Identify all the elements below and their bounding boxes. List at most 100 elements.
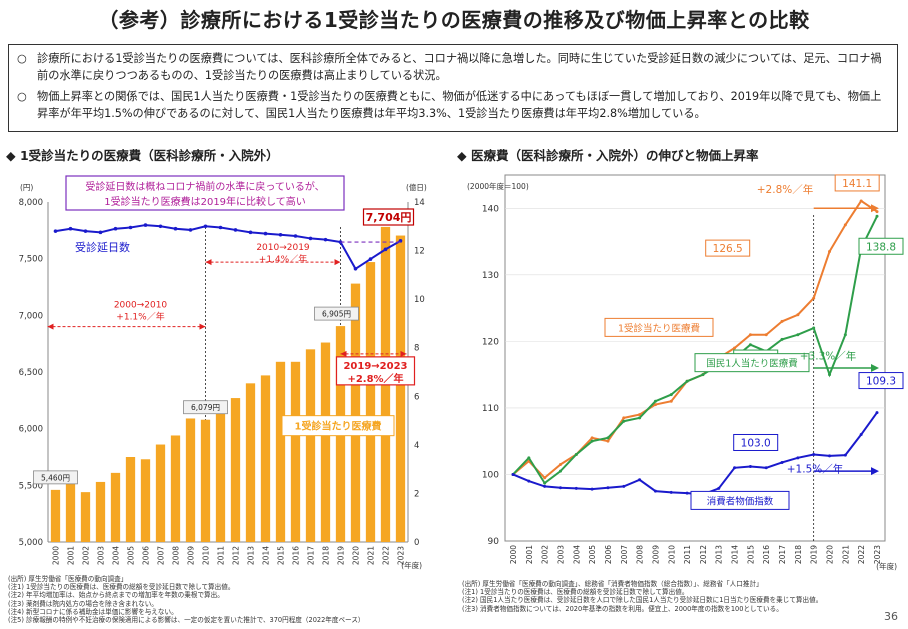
x-tick-label: 2002 [541,545,550,564]
bar-value-label-box [362,208,415,226]
right-note-3: (注3) 消費者物価指数については、2020年基準の指数を利用。便宜上、2000… [462,604,783,613]
bar-2008 [170,435,181,542]
line-point-2-2014 [733,466,737,470]
line-point-2-2016 [764,466,768,470]
y-right-axis-unit: (億日) [406,182,427,192]
growth-annotation-label: +3.3%／年 [800,349,856,362]
y-right-tick-label: 12 [414,247,425,257]
x-tick-label: 2020 [352,546,361,565]
x-tick-label: 2017 [778,545,787,564]
bar-2020 [350,283,361,542]
line-point-2018 [323,237,328,242]
x-tick-label: 2014 [262,546,271,565]
line-point-0-2003 [558,462,562,466]
x-tick-label: 2008 [636,545,645,564]
growth-label-2000-2010-rate: +1.1%／年 [116,311,164,323]
line-point-2004 [113,226,118,231]
line-point-0-2015 [748,333,752,337]
arrowhead-right-icon [871,467,879,476]
line-point-1-2018 [796,333,800,337]
y-tick-label: 110 [482,404,499,414]
bar-2021 [365,262,376,542]
x-tick-label: 2009 [187,546,196,565]
x-tick-label: 2016 [762,545,771,564]
line-point-0-2023 [875,210,879,214]
line-point-1-2010 [669,393,673,397]
callout-text-line-2: 1受診当たり医療費は2019年に比較して高い [104,195,306,208]
x-tick-label: 2017 [307,546,316,565]
line-point-2012 [233,228,238,232]
bar-2000 [50,489,61,542]
line-point-2-2011 [685,491,689,495]
growth-label-2019-2023-period: 2019→2023 [343,361,407,372]
line-point-1-2002 [543,481,547,485]
x-tick-label: 2003 [97,546,106,565]
x-tick-label: 2001 [67,546,76,565]
line-point-2022 [383,247,388,252]
callout-box [65,175,345,211]
bar-value-label-box [33,470,78,485]
x-tick-label: 2004 [572,545,581,564]
y-right-tick-label: 4 [414,441,419,451]
bar-value-label: 5,460円 [41,473,70,482]
summary-point-1: ○ 診療所における1受診当たりの医療費については、医科診療所全体でみると、コロナ… [17,50,889,84]
bar-2007 [155,444,166,542]
line-point-2007 [158,224,163,229]
series-label-box [694,353,810,373]
line-point-0-2017 [780,319,784,323]
growth-label-2010-2019-period: 2010→2019 [256,243,310,253]
bar-2015 [275,361,286,542]
y-left-tick-label: 7,500 [19,255,43,265]
x-tick-label: 2013 [715,545,724,564]
bar-2018 [320,342,331,542]
line-point-2-2000 [511,472,515,476]
x-tick-label: 2007 [620,545,629,564]
value-label-box [858,372,904,390]
x-tick-label: 2003 [556,545,565,564]
bar-value-label: 7,704円 [366,211,412,224]
x-tick-label: 2007 [157,546,166,565]
line-point-1-2001 [527,456,531,460]
y-right-tick-label: 8 [414,344,419,354]
left-chart-title: ◆ 1受診当たりの医療費（医科診療所・入院外） [6,148,279,163]
arrowhead-right-icon [871,363,879,372]
y-right-tick-label: 14 [414,198,425,208]
x-tick-label: 2004 [112,546,121,565]
line-point-2-2021 [843,453,847,457]
line-point-1-2012 [701,373,705,377]
x-axis-unit: (年度) [401,560,422,570]
line-point-2003 [98,230,103,235]
line-point-2-2023 [875,411,879,415]
line-point-0-2008 [638,413,642,417]
line-point-2-2009 [653,489,657,493]
bar-2012 [230,398,241,542]
line-point-2020 [353,266,358,271]
bar-2009 [185,418,196,542]
bar-2006 [140,459,151,542]
line-point-2-2005 [590,487,594,491]
bar-value-label-box [314,306,359,321]
right-notes: (出所) 厚生労働省「医療費の動向調査」、総務省「消費者物価指数（総合指数）」、… [462,580,882,613]
y-left-tick-label: 8,000 [19,198,43,208]
x-tick-label: 2023 [873,545,882,564]
summary-box: ○ 診療所における1受診当たりの医療費については、医科診療所全体でみると、コロナ… [8,44,898,132]
x-tick-label: 2014 [731,545,740,564]
line-point-0-2005 [590,436,594,440]
bullet-circle-icon: ○ [17,52,27,65]
x-tick-label: 2011 [683,545,692,564]
line-point-1-2005 [590,439,594,443]
value-label-box [733,433,779,451]
line-point-2-2003 [558,486,562,490]
line-point-2014 [263,231,268,236]
line-point-2013 [248,230,253,235]
arrowhead-right-icon [871,204,879,213]
x-tick-label: 2021 [841,545,850,564]
left-note-1: (注1) 1受診当たりの医療費は、医療費の総額を受診延日数で除して算出値。 [8,583,235,592]
line-series-0 [512,199,878,480]
x-tick-label: 2010 [202,546,211,565]
x-tick-label: 2009 [651,545,660,564]
line-point-0-2018 [796,313,800,317]
bar-2011 [215,407,226,542]
growth-label-2000-2010-period: 2000→2010 [114,301,168,311]
line-point-0-2014 [733,346,737,350]
